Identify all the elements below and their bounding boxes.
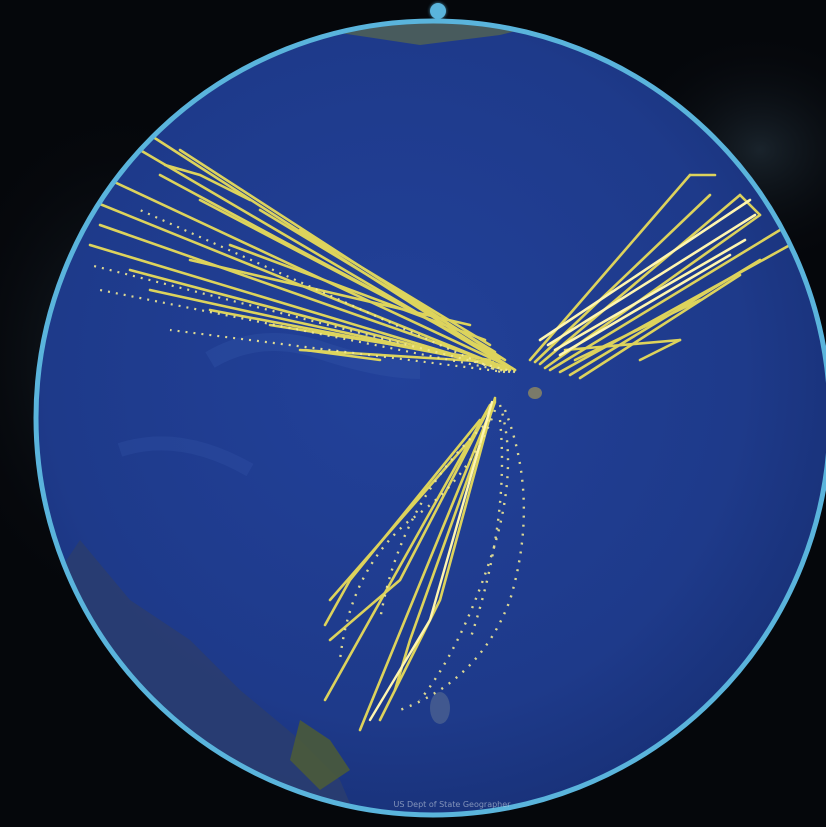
seafloor-ridge xyxy=(117,436,254,477)
island xyxy=(430,692,450,724)
west-tracks-dotted xyxy=(89,208,516,374)
magnifier-lens-ring xyxy=(33,18,826,818)
south-tracks-dotted xyxy=(338,404,526,712)
map-attribution: US Dept of State Geographer xyxy=(393,800,511,809)
hawaii-islands xyxy=(528,387,542,399)
lens-handle-icon[interactable] xyxy=(430,3,446,19)
west-tracks xyxy=(88,133,517,372)
northeast-tracks-bright xyxy=(538,198,757,357)
south-tracks-bright xyxy=(368,400,494,722)
south-tracks xyxy=(323,396,497,732)
south-landmass xyxy=(290,720,350,790)
